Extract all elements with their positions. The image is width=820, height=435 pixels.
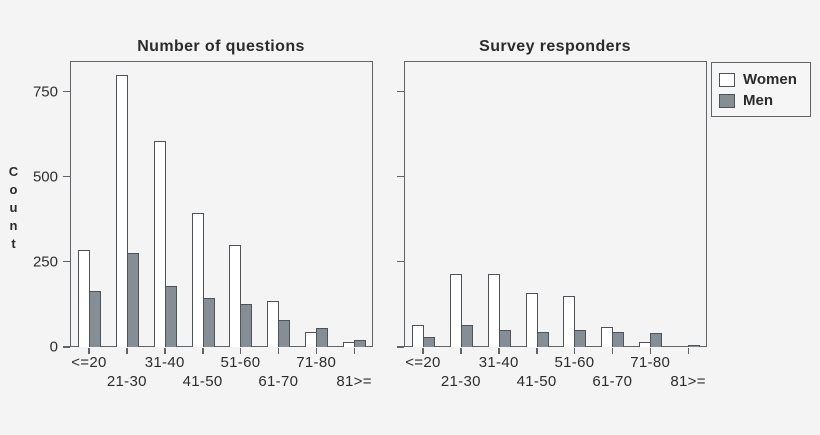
y-tick [63,346,70,348]
y-tick [397,260,404,263]
x-category-label: <=20 [405,354,441,371]
bar-men [316,328,329,347]
x-category-label: <=20 [71,354,107,371]
x-category-label: 51-60 [554,354,595,371]
plot-panel-survey-responders [404,61,707,347]
plot-panel-number-of-questions [70,61,373,347]
x-tick [277,348,280,354]
bar-women [229,244,242,347]
men-swatch-icon [719,93,735,108]
x-category-label: 81>= [336,373,372,390]
women-swatch-icon [719,72,735,87]
bar-women [153,141,166,347]
y-axis-title: Count [6,164,21,254]
bar-women [487,273,500,347]
bar-women [449,273,462,347]
y-tick [63,90,70,93]
x-tick [315,348,318,354]
legend-label-men: Men [743,92,773,109]
x-tick [649,348,652,354]
x-tick [164,348,166,354]
bar-women [115,74,128,347]
bar-men [240,304,253,347]
chart-title-survey-responders: Survey responders [479,38,631,55]
bar-women [525,292,538,347]
y-tick-label: 250 [32,253,58,271]
y-tick [397,175,404,178]
x-tick [126,348,128,354]
bar-men [460,324,473,347]
bar-men [498,329,511,347]
legend: Women Men [711,62,811,117]
bar-men [278,319,291,347]
x-category-label: 21-30 [440,373,481,390]
bar-men [354,340,367,347]
x-category-label: 31-40 [478,354,519,371]
x-tick [687,348,690,354]
bar-women [411,324,424,347]
bar-men [202,297,215,347]
y-tick [397,90,404,93]
y-tick [63,260,70,263]
y-tick-label: 0 [49,338,58,356]
bar-men [88,290,101,347]
bar-women [191,212,204,347]
x-category-label: 31-40 [144,354,185,371]
x-tick [536,348,538,354]
x-category-label: 21-30 [106,373,147,390]
x-tick [239,348,242,354]
x-category-label: 51-60 [220,354,261,371]
x-tick [202,348,204,354]
bar-women [563,295,576,347]
x-tick [353,348,356,354]
x-tick [422,348,424,354]
bar-men [422,336,435,347]
y-tick-label: 750 [32,83,58,101]
bar-men [688,345,701,347]
x-category-label: 71-80 [296,354,337,371]
bar-men [574,329,587,347]
legend-label-women: Women [743,71,797,88]
x-category-label: 71-80 [630,354,671,371]
chart-title-number-of-questions: Number of questions [137,38,305,55]
bar-men [126,253,139,347]
x-tick [460,348,462,354]
x-category-label: 81>= [670,373,706,390]
legend-item-women: Women [719,69,810,90]
y-tick [63,175,70,178]
x-tick [611,348,614,354]
bar-men [612,331,625,347]
x-tick [573,348,576,354]
y-tick [397,346,404,348]
x-category-label: 61-70 [592,373,633,390]
x-category-label: 61-70 [258,373,299,390]
y-tick-label: 500 [32,168,58,186]
x-tick [88,348,90,354]
legend-item-men: Men [719,90,810,111]
x-tick [498,348,500,354]
bar-men [650,333,663,347]
x-category-label: 41-50 [182,373,223,390]
bar-men [536,331,549,347]
bar-men [164,285,177,347]
x-category-label: 41-50 [516,373,557,390]
